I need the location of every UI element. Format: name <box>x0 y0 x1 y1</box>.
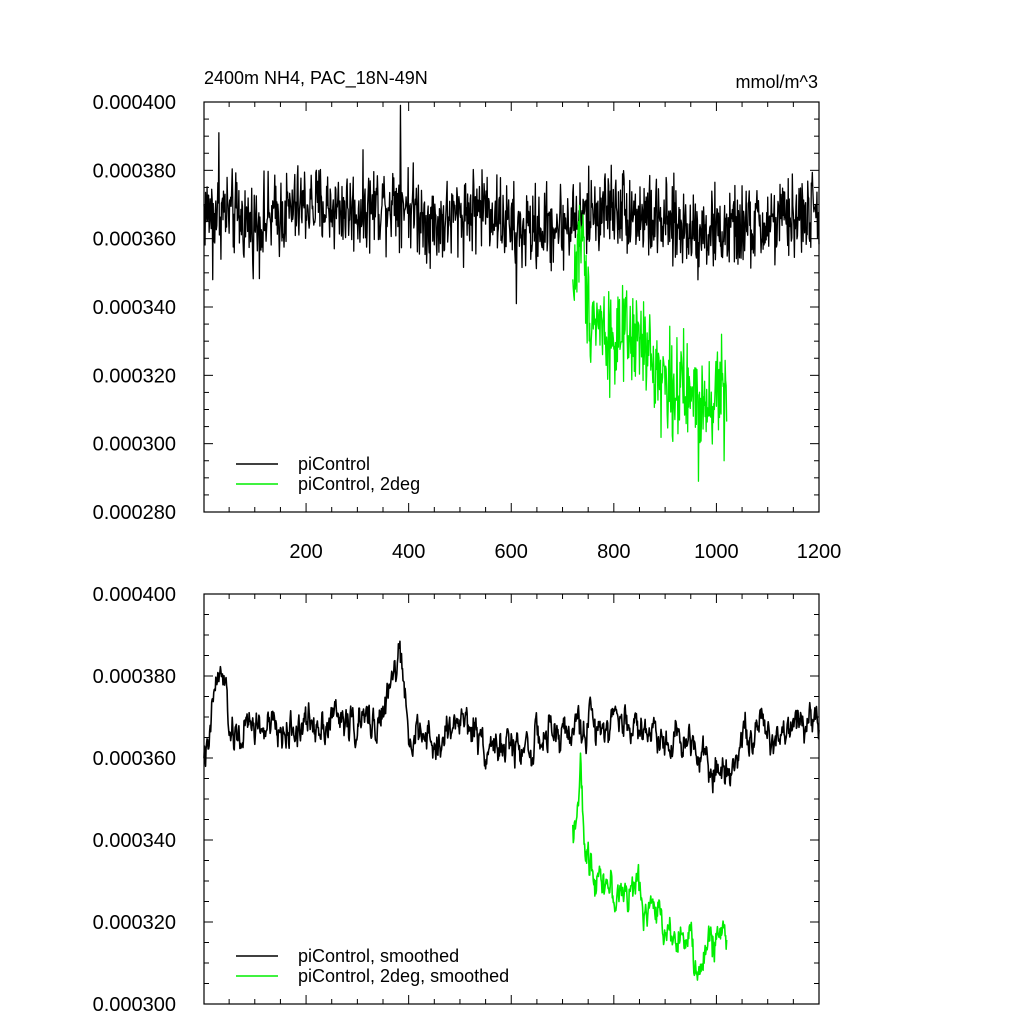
y-tick-label: 0.000320 <box>93 365 176 387</box>
y-tick-label: 0.000360 <box>93 748 176 770</box>
x-tick-label: 800 <box>597 541 630 563</box>
y-tick-label: 0.000400 <box>93 584 176 606</box>
y-tick-label: 0.000340 <box>93 297 176 319</box>
plot-frame <box>203 101 820 513</box>
x-tick-label: 200 <box>289 541 322 563</box>
units-label: mmol/m^3 <box>736 72 818 92</box>
chart-title: 2400m NH4, PAC_18N-49N <box>204 68 428 89</box>
top-panel: 2400m NH4, PAC_18N-49N mmol/m^3 piContro… <box>93 68 842 563</box>
y-tick-label: 0.000320 <box>93 912 176 934</box>
x-tick-label: 600 <box>495 541 528 563</box>
axes: 0.000300 0.000320 0.000340 0.000360 0.000380… <box>93 584 820 1016</box>
y-tick-label: 0.000360 <box>93 229 176 251</box>
legend-label: piControl <box>298 454 370 474</box>
y-tick-label: 0.000300 <box>93 994 176 1016</box>
series-line-picontrol-smoothed <box>203 640 820 794</box>
series-line-picontrol-2deg <box>572 204 728 482</box>
y-tick-label: 0.000280 <box>93 502 176 524</box>
y-tick-label: 0.000300 <box>93 434 176 456</box>
y-tick-label: 0.000380 <box>93 666 176 688</box>
y-tick-label: 0.000400 <box>93 92 176 114</box>
axes: 200 400 600 800 1000 1200 0.000280 0.000300 0.00… <box>93 92 842 563</box>
legend-label: piControl, smoothed <box>298 946 459 966</box>
legend-label: piControl, 2deg, smoothed <box>298 966 509 986</box>
series-layer <box>203 104 820 482</box>
legend-label: piControl, 2deg <box>298 474 420 494</box>
x-tick-label: 1000 <box>694 541 739 563</box>
x-tick-label: 400 <box>392 541 425 563</box>
y-tick-label: 0.000340 <box>93 830 176 852</box>
x-tick-label: 1200 <box>797 541 842 563</box>
series-line-picontrol <box>203 104 820 305</box>
series-line-picontrol-2deg-smoothed <box>571 752 728 981</box>
y-tick-label: 0.000380 <box>93 160 176 182</box>
series-layer <box>203 640 820 981</box>
